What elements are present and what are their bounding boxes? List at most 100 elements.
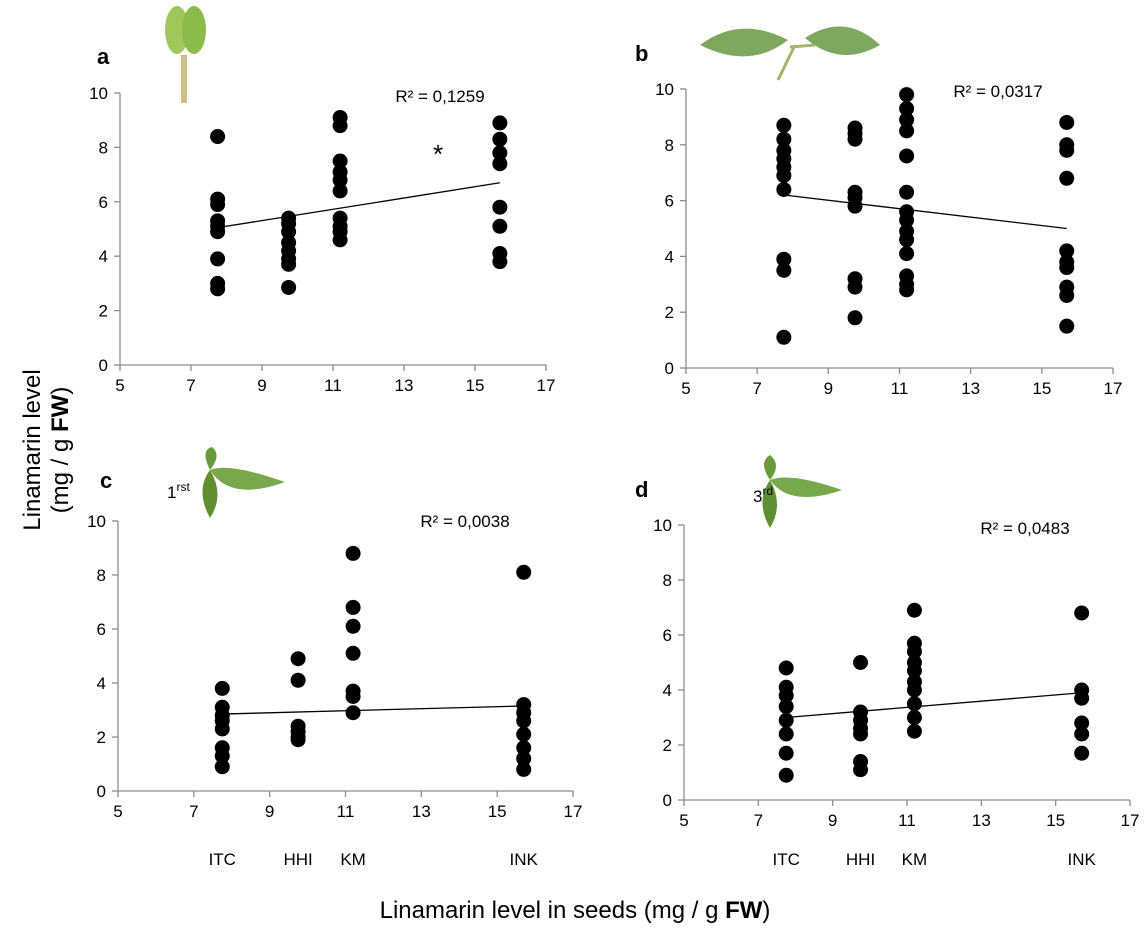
x-tick-label: 17 — [1121, 811, 1140, 830]
data-point — [214, 680, 230, 696]
data-point — [778, 712, 794, 728]
data-point — [1059, 287, 1075, 303]
y-tick-label: 8 — [663, 571, 672, 590]
x-tick-label: 7 — [186, 376, 195, 395]
y-tick-label: 0 — [99, 356, 108, 375]
data-point — [210, 129, 226, 145]
trifoliate-leaf-picture-d — [762, 455, 842, 528]
y-tick-label: 0 — [663, 791, 672, 810]
trend-line — [217, 182, 500, 229]
data-point — [210, 281, 226, 297]
data-point — [214, 748, 230, 764]
data-point — [1074, 726, 1090, 742]
y-tick-label: 10 — [655, 80, 674, 99]
r-squared: R² = 0,0317 — [953, 82, 1042, 101]
data-point — [776, 131, 792, 147]
data-point — [776, 329, 792, 345]
data-point — [332, 183, 348, 199]
r-squared: R² = 0,1259 — [395, 87, 484, 106]
data-point — [906, 663, 922, 679]
trend-line — [786, 692, 1082, 719]
data-point — [332, 172, 348, 188]
data-point — [899, 184, 915, 200]
data-point — [516, 726, 532, 742]
data-point — [332, 153, 348, 169]
data-point — [290, 672, 306, 688]
x-tick-label: 15 — [1032, 379, 1051, 398]
data-point — [492, 254, 508, 270]
data-point — [516, 713, 532, 729]
data-point — [776, 262, 792, 278]
x-tick-label: 5 — [113, 802, 122, 821]
category-label: KM — [902, 850, 928, 869]
significance-marker: * — [433, 139, 443, 169]
y-tick-label: 0 — [665, 359, 674, 378]
data-point — [492, 199, 508, 215]
data-point — [899, 123, 915, 139]
y-tick-label: 2 — [665, 303, 674, 322]
data-point — [214, 759, 230, 775]
x-tick-label: 11 — [898, 811, 916, 830]
x-axis-label: Linamarin level in seeds (mg / g FW) — [380, 897, 771, 924]
panel-label: a — [97, 44, 110, 69]
data-point — [847, 279, 863, 295]
data-point — [332, 118, 348, 134]
category-label: KM — [340, 850, 366, 869]
data-point — [776, 117, 792, 133]
data-point — [847, 131, 863, 147]
data-point — [492, 145, 508, 161]
y-tick-label: 10 — [87, 512, 106, 531]
y-axis-label: Linamarin level — [19, 369, 46, 530]
x-tick-label: 11 — [324, 376, 342, 395]
y-axis-label-part: FW — [47, 394, 74, 432]
trend-line — [783, 194, 1067, 230]
data-point — [1059, 260, 1075, 276]
data-point — [345, 705, 361, 721]
x-axis-label-part: FW — [725, 897, 763, 924]
data-point — [516, 751, 532, 767]
y-tick-label: 10 — [653, 516, 672, 535]
data-point — [345, 618, 361, 634]
y-tick-label: 4 — [665, 247, 674, 266]
data-point — [899, 101, 915, 117]
data-point — [290, 732, 306, 748]
x-tick-label: 9 — [257, 376, 266, 395]
data-point — [899, 246, 915, 262]
data-point — [492, 156, 508, 172]
data-point — [899, 148, 915, 164]
category-label: HHI — [283, 850, 312, 869]
leaf-number: 3 — [753, 487, 762, 506]
data-point — [1074, 745, 1090, 761]
data-point — [778, 745, 794, 761]
data-point — [906, 644, 922, 659]
data-point — [847, 310, 863, 326]
data-point — [290, 651, 306, 667]
y-axis-label-part: (mg / g — [47, 432, 74, 513]
leaf-suffix: rst — [176, 480, 190, 494]
y-tick-label: 4 — [663, 681, 672, 700]
data-point — [492, 218, 508, 234]
data-point — [906, 696, 922, 712]
data-point — [906, 682, 922, 698]
leaf-number: 1 — [167, 483, 176, 502]
x-tick-label: 5 — [115, 376, 124, 395]
data-point — [776, 181, 792, 197]
data-point — [492, 115, 508, 131]
panel-label: d — [635, 477, 648, 502]
x-tick-label: 17 — [1104, 379, 1123, 398]
seedling-picture — [165, 6, 206, 103]
y-tick-label: 6 — [663, 626, 672, 645]
x-tick-label: 17 — [537, 376, 556, 395]
category-label: HHI — [846, 850, 875, 869]
data-point — [899, 112, 915, 128]
data-point — [899, 282, 915, 298]
data-point — [899, 87, 915, 103]
data-point — [1059, 243, 1075, 259]
x-tick-label: 9 — [828, 811, 837, 830]
category-label: INK — [1068, 850, 1097, 869]
data-point — [853, 655, 869, 670]
x-tick-label: 11 — [337, 802, 355, 821]
data-point — [778, 726, 794, 742]
y-tick-label: 8 — [99, 138, 108, 157]
y-tick-label: 6 — [665, 192, 674, 211]
